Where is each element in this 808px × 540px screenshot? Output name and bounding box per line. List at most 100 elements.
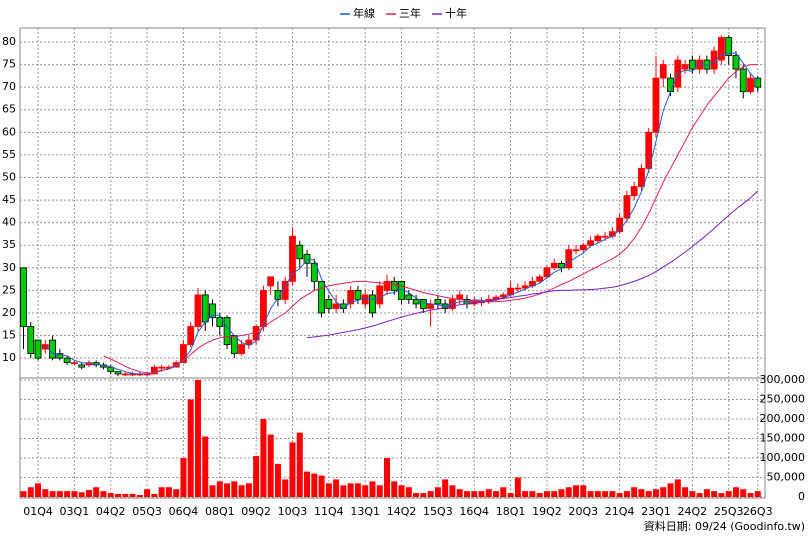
volume-bar	[347, 483, 354, 497]
candle-body	[645, 131, 653, 169]
volume-bar	[27, 487, 34, 497]
candle-body	[681, 64, 689, 70]
volume-bar	[253, 456, 260, 497]
candle-body	[521, 285, 529, 289]
volume-bar	[449, 485, 456, 497]
candle-body	[718, 37, 725, 61]
candle-body	[303, 253, 311, 264]
x-tick-label: 23Q1	[641, 505, 671, 518]
candle-body	[325, 299, 333, 309]
candle-body	[310, 262, 318, 282]
candle-body	[150, 366, 158, 375]
volume-bar	[703, 489, 710, 497]
x-tick-label: 03Q1	[60, 505, 90, 518]
volume-bar	[369, 481, 376, 497]
candle-body	[78, 364, 86, 368]
ma-line	[306, 190, 759, 339]
y2-tick-label: 0	[798, 490, 805, 503]
volume-bar	[405, 487, 412, 497]
volume-bar	[187, 399, 194, 497]
candle-body	[201, 294, 209, 323]
volume-bar	[129, 493, 136, 497]
candle-body	[405, 294, 413, 300]
volume-bar	[427, 491, 434, 497]
legend-label: 三年	[399, 6, 421, 20]
volume-bar	[623, 491, 630, 497]
volume-bar	[144, 489, 151, 497]
volume-bar	[151, 493, 158, 497]
volume-bar	[696, 493, 703, 497]
y2-tick-label: 50,000	[767, 470, 806, 483]
volume-bar	[551, 491, 558, 497]
legend-label: 年線	[353, 6, 375, 20]
x-tick-label: 06Q4	[169, 505, 199, 518]
candle-body	[369, 294, 376, 314]
volume-bar	[340, 485, 347, 497]
volume-bar	[674, 479, 681, 497]
candle-body	[572, 249, 580, 252]
volume-bar	[442, 479, 449, 497]
y-tick-label: 40	[2, 216, 16, 229]
candle-body	[347, 289, 355, 305]
candle-body	[180, 344, 187, 364]
y-tick-label: 55	[2, 148, 16, 161]
y-tick-label: 15	[2, 329, 16, 342]
plot-frame	[19, 27, 766, 499]
candle-body	[230, 335, 238, 355]
y-tick-label: 75	[2, 58, 16, 71]
candle-body	[34, 339, 42, 359]
candle-body	[260, 289, 267, 327]
x-tick-label: 01Q4	[23, 505, 53, 518]
volume-bar	[107, 493, 114, 497]
candle-body	[354, 289, 362, 300]
volume-bar	[594, 491, 601, 497]
y2-tick-label: 100,000	[760, 451, 806, 464]
candle-body	[659, 64, 667, 79]
candle-body	[318, 280, 325, 314]
candle-body	[543, 267, 551, 278]
candle-body	[601, 235, 609, 238]
volume-bar	[136, 495, 143, 497]
volume-bar	[573, 485, 580, 497]
x-tick-label: 16Q4	[459, 505, 489, 518]
volume-bar	[56, 491, 63, 497]
candle-body	[216, 317, 224, 327]
volume-bar	[667, 483, 674, 497]
volume-bar	[289, 442, 296, 497]
candle-body	[238, 344, 246, 355]
candle-body	[27, 326, 35, 355]
volume-bar	[398, 485, 405, 497]
candle-body	[587, 240, 594, 246]
candle-body	[499, 294, 507, 298]
volume-bar	[173, 489, 180, 497]
candle-body	[267, 276, 275, 287]
candle-body	[434, 299, 442, 305]
candle-body	[114, 371, 122, 375]
candle-body	[616, 217, 624, 233]
y2-tick-label: 150,000	[760, 431, 806, 444]
volume-bar	[718, 493, 725, 497]
volume-bar	[638, 489, 645, 497]
candle-body	[667, 77, 674, 93]
y-tick-label: 25	[2, 283, 16, 296]
x-tick-label: 15Q3	[423, 505, 453, 518]
x-tick-label: 21Q4	[605, 505, 635, 518]
volume-bar	[463, 491, 470, 497]
volume-bar	[420, 493, 427, 497]
volume-bar	[514, 477, 521, 497]
volume-bar	[543, 491, 550, 497]
x-tick-label: 19Q2	[532, 505, 562, 518]
candle-body	[245, 339, 253, 345]
candle-body	[565, 249, 573, 269]
volume-bar	[49, 491, 56, 497]
x-tick-label: 14Q2	[387, 505, 417, 518]
candle-body	[390, 280, 398, 291]
candle-body	[361, 294, 369, 305]
x-tick-label: 05Q3	[132, 505, 162, 518]
y-tick-label: 60	[2, 125, 16, 138]
volume-bar	[529, 491, 536, 497]
volume-bar	[725, 491, 732, 497]
ma-line	[103, 64, 758, 374]
candle-body	[63, 357, 71, 364]
y2-tick-label: 250,000	[760, 392, 806, 405]
